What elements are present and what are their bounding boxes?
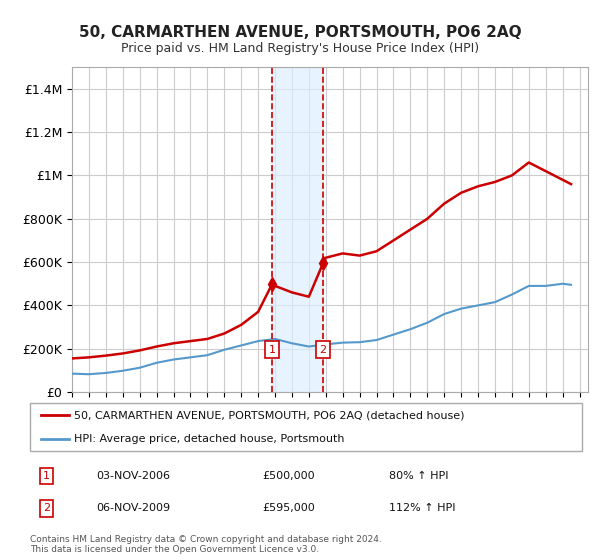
Text: Contains HM Land Registry data © Crown copyright and database right 2024.
This d: Contains HM Land Registry data © Crown c… xyxy=(30,535,382,554)
Text: 80% ↑ HPI: 80% ↑ HPI xyxy=(389,471,448,481)
Text: HPI: Average price, detached house, Portsmouth: HPI: Average price, detached house, Port… xyxy=(74,434,344,444)
Bar xyxy=(272,67,323,392)
Text: 03-NOV-2006: 03-NOV-2006 xyxy=(96,471,170,481)
Text: 112% ↑ HPI: 112% ↑ HPI xyxy=(389,503,455,514)
Text: 2: 2 xyxy=(43,503,50,514)
Text: 50, CARMARTHEN AVENUE, PORTSMOUTH, PO6 2AQ (detached house): 50, CARMARTHEN AVENUE, PORTSMOUTH, PO6 2… xyxy=(74,410,464,420)
Text: Price paid vs. HM Land Registry's House Price Index (HPI): Price paid vs. HM Land Registry's House … xyxy=(121,42,479,55)
Text: £500,000: £500,000 xyxy=(262,471,314,481)
Text: 1: 1 xyxy=(269,345,276,355)
Text: 1: 1 xyxy=(43,471,50,481)
FancyBboxPatch shape xyxy=(30,403,582,451)
Text: 06-NOV-2009: 06-NOV-2009 xyxy=(96,503,170,514)
Text: 50, CARMARTHEN AVENUE, PORTSMOUTH, PO6 2AQ: 50, CARMARTHEN AVENUE, PORTSMOUTH, PO6 2… xyxy=(79,25,521,40)
Text: £595,000: £595,000 xyxy=(262,503,314,514)
Text: 2: 2 xyxy=(320,345,326,355)
